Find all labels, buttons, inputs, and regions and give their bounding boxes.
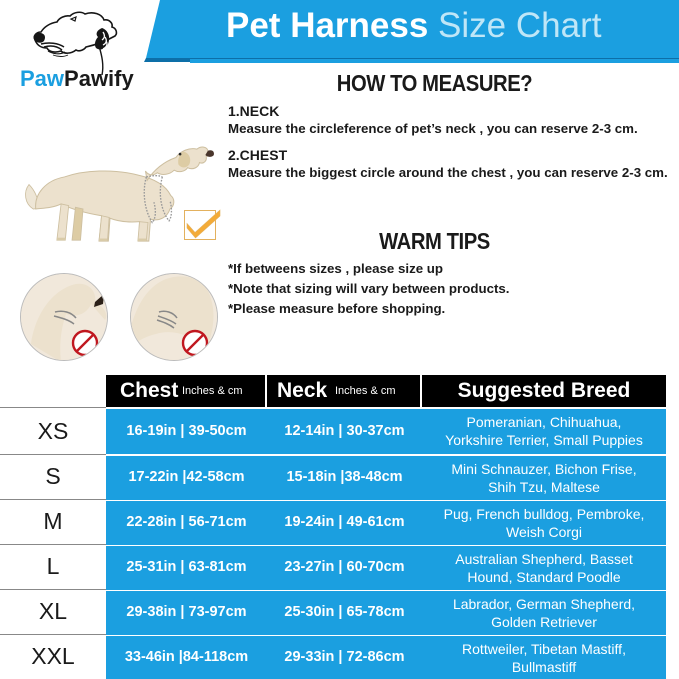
svg-text:PawPawify: PawPawify [20, 66, 134, 90]
